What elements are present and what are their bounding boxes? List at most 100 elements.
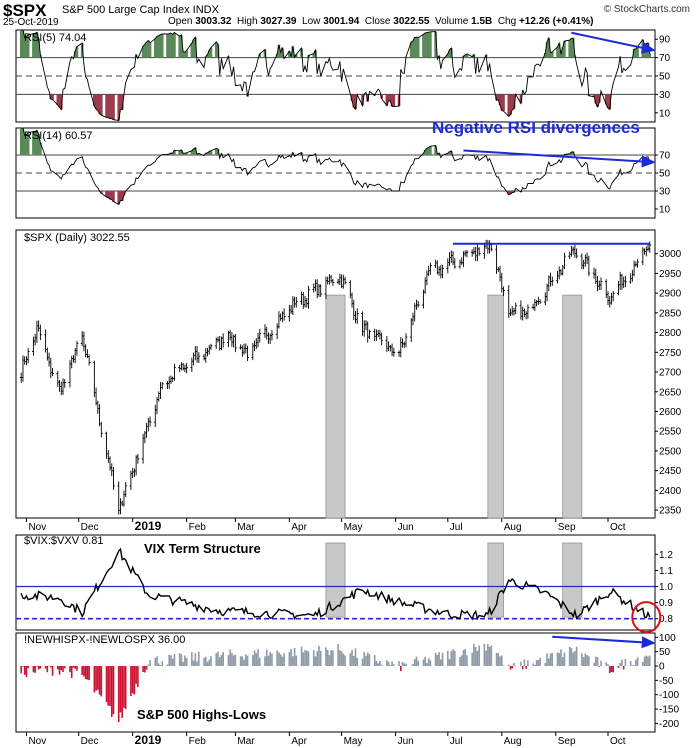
chg-label: Chg [497,16,517,27]
rsi14-line [21,127,651,206]
rsi-divergence-note: Negative RSI divergences [432,118,640,137]
x-tick-label-lower: Mar [237,736,255,747]
y-tick-label-rsi14: 30 [659,187,671,198]
panel-frame-vix [15,534,656,631]
y-tick-label-spx: 2400 [659,486,682,497]
y-tick-label-rsi14: 10 [659,205,671,216]
rsi5-divergence-arrow [571,31,656,54]
shaded-period-spx [562,294,583,519]
y-tick-label-spx: 2800 [659,328,682,339]
y-tick-label-spx: 2600 [659,407,682,418]
y-tick-label-hl: 50 [659,647,671,658]
shaded-period-spx [325,294,346,519]
rsi14-divergence-arrow [463,149,656,168]
y-tick-label-hl: -100 [659,690,679,701]
y-tick-label-hl: 100 [659,633,676,644]
symbol-description: S&P 500 Large Cap Index INDX [62,4,219,16]
y-tick-label-vix: 0.9 [659,598,673,609]
x-tick-label: Jul [450,522,463,533]
open-label: Open [168,16,193,27]
rsi5-line [21,29,651,122]
shaded-period-vix [487,542,504,618]
rsi5-oversold-fill [49,94,612,121]
close-value: 3022.55 [393,16,430,27]
y-tick-label-rsi5: 70 [659,53,671,64]
high-value: 3027.39 [260,16,297,27]
vix-term-note: VIX Term Structure [144,541,261,556]
shaded-period-spx [487,294,504,519]
attribution: © StockCharts.com [603,4,690,15]
x-tick-label: Sep [558,522,576,533]
x-tick-label-lower: Nov [28,736,46,747]
y-tick-label-rsi5: 50 [659,72,671,83]
y-tick-label-spx: 2950 [659,269,682,280]
x-tick-label: Feb [189,522,207,533]
x-tick-label-lower: Jul [450,736,463,747]
y-tick-label-spx: 2450 [659,466,682,477]
rsi5-title: RSI(5) 74.04 [24,32,86,44]
y-tick-label-spx: 2750 [659,348,682,359]
x-tick-label-lower: Dec [81,736,99,747]
y-tick-label-vix: 1.1 [659,566,673,577]
hl-negative-bars [20,666,625,723]
vix-line [20,547,651,621]
low-label: Low [302,16,321,27]
x-tick-label-lower: Feb [189,736,207,747]
y-tick-label-spx: 2650 [659,387,682,398]
hl-positive-bars [48,643,651,666]
hl-divergence-arrow [552,635,656,649]
y-tick-label-rsi14: 70 [659,151,671,162]
x-tick-label-lower: Aug [504,736,522,747]
y-tick-label-vix: 1.2 [659,550,673,561]
x-tick-label: Mar [237,522,255,533]
vix-title: $VIX:$VXV 0.81 [24,535,104,547]
y-tick-label-hl: -50 [659,676,674,687]
x-tick-label-lower: Apr [291,736,307,747]
rsi14-oversold-fill [98,191,523,205]
y-tick-label-spx: 3000 [659,249,682,260]
chart-header: $SPX S&P 500 Large Cap Index INDX 25-Oct… [0,0,700,28]
y-tick-label-spx: 2900 [659,289,682,300]
highlight-circle [631,601,662,634]
x-tick-label: Oct [610,522,626,533]
highs-lows-note: S&P 500 Highs-Lows [137,707,266,722]
shaded-period-vix [562,542,583,618]
y-tick-label-hl: 0 [659,662,665,673]
close-label: Close [364,16,391,27]
quote-line: Open 3003.32 High 3027.39 Low 3001.94 Cl… [168,16,593,27]
x-tick-label: Jun [398,522,414,533]
x-tick-label: 2019 [135,519,162,533]
spx-price-bars [19,239,652,515]
x-tick-label: Dec [81,522,99,533]
y-tick-label-rsi5: 30 [659,90,671,101]
x-tick-label-lower: May [344,736,363,747]
x-tick-label: Apr [291,522,307,533]
x-tick-label-lower: Oct [610,736,626,747]
y-tick-label-spx: 2850 [659,308,682,319]
volume-value: 1.5B [471,16,493,27]
chg-value: +12.26 (+0.41%) [518,16,594,27]
y-tick-label-vix: 0.8 [659,614,673,625]
x-tick-label: Aug [504,522,522,533]
y-tick-label-spx: 2550 [659,427,682,438]
y-tick-label-hl: -200 [659,719,679,730]
panel-frame-hl [15,632,656,733]
high-label: High [236,16,258,27]
open-value: 3003.32 [195,16,232,27]
x-tick-label-lower: Jun [398,736,414,747]
y-tick-label-hl: -150 [659,705,679,716]
y-tick-label-spx: 2700 [659,368,682,379]
y-tick-label-vix: 1.0 [659,582,673,593]
spx-title: $SPX (Daily) 3022.55 [24,232,130,244]
y-tick-label-rsi5: 10 [659,108,671,119]
volume-label: Volume [434,16,469,27]
x-tick-label: Nov [28,522,46,533]
y-tick-label-rsi14: 50 [659,169,671,180]
y-tick-label-spx: 2500 [659,446,682,457]
x-tick-label-lower: Sep [558,736,576,747]
x-tick-label-lower: 2019 [135,733,162,747]
rsi5-overbought-fill [19,30,652,58]
shaded-period-vix [325,542,346,618]
y-tick-label-spx: 2350 [659,506,682,517]
